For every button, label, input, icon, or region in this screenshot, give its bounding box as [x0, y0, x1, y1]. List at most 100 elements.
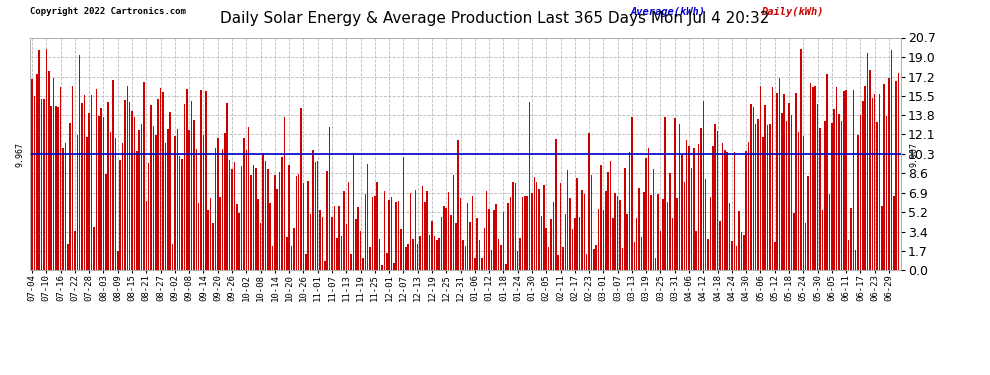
Bar: [879, 94, 880, 270]
Bar: [688, 146, 690, 270]
Bar: [422, 186, 424, 270]
Bar: [159, 88, 161, 270]
Bar: [108, 102, 109, 270]
Bar: [210, 198, 212, 270]
Bar: [757, 119, 759, 270]
Bar: [347, 182, 349, 270]
Bar: [793, 213, 795, 270]
Bar: [339, 206, 340, 270]
Bar: [57, 107, 59, 270]
Bar: [610, 161, 611, 270]
Bar: [191, 101, 192, 270]
Bar: [693, 148, 695, 270]
Bar: [255, 168, 256, 270]
Bar: [76, 135, 78, 270]
Bar: [655, 258, 656, 270]
Bar: [164, 142, 166, 270]
Bar: [52, 78, 54, 270]
Bar: [579, 217, 580, 270]
Bar: [493, 210, 495, 270]
Bar: [862, 101, 863, 270]
Bar: [432, 221, 433, 270]
Bar: [605, 190, 607, 270]
Bar: [269, 203, 271, 270]
Bar: [155, 135, 156, 270]
Bar: [532, 193, 533, 270]
Bar: [181, 159, 183, 270]
Bar: [362, 258, 363, 270]
Bar: [676, 198, 678, 270]
Bar: [457, 140, 459, 270]
Text: Average(kWh): Average(kWh): [631, 7, 706, 17]
Bar: [129, 102, 131, 270]
Bar: [441, 217, 443, 270]
Bar: [836, 87, 838, 270]
Bar: [344, 191, 345, 270]
Bar: [555, 139, 556, 270]
Bar: [222, 148, 224, 270]
Bar: [474, 258, 475, 270]
Bar: [271, 246, 273, 270]
Bar: [539, 189, 540, 270]
Bar: [800, 49, 802, 270]
Bar: [69, 123, 71, 270]
Bar: [636, 217, 638, 270]
Bar: [719, 221, 721, 270]
Bar: [755, 124, 756, 270]
Bar: [427, 190, 428, 270]
Bar: [795, 93, 797, 270]
Bar: [739, 211, 740, 270]
Bar: [359, 231, 361, 270]
Bar: [364, 194, 366, 270]
Bar: [110, 132, 112, 270]
Bar: [703, 101, 704, 270]
Bar: [93, 227, 95, 270]
Bar: [188, 130, 190, 270]
Bar: [48, 71, 50, 270]
Bar: [859, 116, 861, 270]
Bar: [774, 243, 775, 270]
Bar: [315, 162, 316, 270]
Bar: [683, 182, 685, 270]
Bar: [724, 150, 726, 270]
Bar: [308, 181, 309, 270]
Bar: [105, 174, 107, 270]
Bar: [886, 116, 887, 270]
Bar: [388, 200, 390, 270]
Bar: [883, 84, 885, 270]
Bar: [227, 103, 228, 270]
Bar: [510, 197, 511, 270]
Bar: [234, 162, 236, 270]
Bar: [850, 208, 851, 270]
Bar: [491, 250, 492, 270]
Bar: [745, 151, 746, 270]
Bar: [167, 129, 168, 270]
Bar: [452, 175, 454, 270]
Bar: [446, 208, 447, 270]
Bar: [881, 206, 883, 270]
Bar: [376, 182, 378, 270]
Bar: [659, 231, 661, 270]
Bar: [727, 152, 728, 270]
Bar: [895, 81, 897, 270]
Bar: [671, 218, 673, 270]
Bar: [224, 134, 226, 270]
Bar: [212, 223, 214, 270]
Bar: [634, 242, 635, 270]
Bar: [264, 161, 266, 270]
Bar: [559, 183, 561, 270]
Bar: [824, 121, 826, 270]
Bar: [436, 240, 438, 270]
Bar: [152, 126, 154, 270]
Bar: [296, 176, 297, 270]
Bar: [657, 195, 659, 270]
Bar: [171, 244, 173, 270]
Bar: [217, 138, 219, 270]
Bar: [346, 224, 347, 270]
Bar: [327, 171, 328, 270]
Bar: [827, 74, 828, 270]
Bar: [371, 197, 373, 270]
Bar: [374, 196, 375, 270]
Bar: [450, 215, 451, 270]
Bar: [620, 200, 621, 270]
